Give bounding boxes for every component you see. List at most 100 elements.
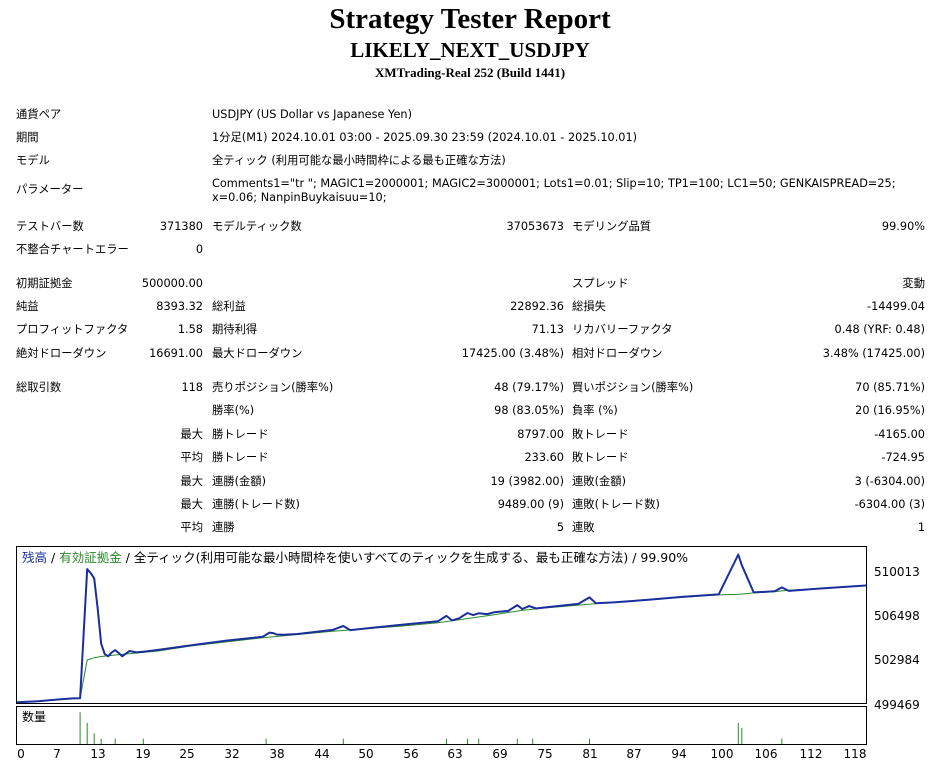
largest-prefix: 最大	[180, 428, 203, 441]
recovery-factor-value: 0.48 (YRF: 0.48)	[834, 323, 925, 336]
average-prefix: 平均	[180, 451, 203, 464]
initial-deposit-value: 500000.00	[141, 277, 203, 290]
test-bars-value: 371380	[159, 220, 203, 233]
x-tick-label: 94	[671, 747, 687, 761]
relative-drawdown-value: 3.48% (17425.00)	[822, 347, 925, 360]
x-tick-label: 69	[492, 747, 508, 761]
x-tick-label: 81	[582, 747, 598, 761]
x-tick-label: 75	[537, 747, 553, 761]
largest-loss-label: 敗トレード	[572, 428, 629, 441]
parameters-value: Comments1="tr "; MAGIC1=2000001; MAGIC2=…	[212, 177, 896, 204]
account-server: XMTrading-Real 252 (Build 1441)	[374, 65, 566, 80]
symbol-value: USDJPY (US Dollar vs Japanese Yen)	[212, 108, 412, 121]
volume-chart-frame	[16, 706, 867, 745]
y-tick-label: 510013	[874, 565, 920, 579]
largest-profit-label: 勝トレード	[212, 428, 269, 441]
x-tick-label: 56	[403, 747, 419, 761]
average-consecutive-losses-value: 1	[917, 521, 925, 534]
recovery-factor-label: リカバリーファクタ	[572, 323, 673, 336]
gross-profit-value: 22892.36	[510, 300, 564, 313]
gross-loss-label: 総損失	[572, 300, 606, 313]
net-profit-label: 純益	[16, 300, 39, 313]
y-tick-label: 502984	[874, 653, 920, 667]
loss-trades-value: 20 (16.95%)	[855, 404, 925, 417]
x-tick-label: 44	[314, 747, 330, 761]
average-profit-label: 勝トレード	[212, 451, 269, 464]
relative-drawdown-label: 相対ドローダウン	[572, 347, 663, 360]
period-value: 1分足(M1) 2024.10.01 03:00 - 2025.09.30 23…	[212, 131, 638, 144]
balance-chart-frame	[16, 546, 867, 704]
x-tick-label: 118	[843, 747, 867, 761]
x-tick-label: 25	[179, 747, 195, 761]
symbol-label: 通貨ペア	[16, 108, 62, 121]
average-consecutive-prefix: 平均	[180, 521, 203, 534]
max-consecutive-losses-value: 3 (-6304.00)	[854, 475, 925, 488]
x-tick-label: 7	[53, 747, 61, 761]
largest-loss-value: -4165.00	[874, 428, 925, 441]
equity-line	[16, 585, 867, 703]
modeling-quality-value: 99.90%	[881, 220, 925, 233]
short-positions-label: 売りポジション(勝率%)	[212, 381, 334, 394]
x-tick-label: 87	[626, 747, 642, 761]
parameters-label: パラメーター	[16, 183, 84, 196]
x-tick-label: 13	[90, 747, 106, 761]
total-trades-value: 118	[181, 381, 203, 394]
test-bars-label: テストバー数	[16, 220, 84, 233]
total-trades-label: 総取引数	[16, 381, 62, 394]
x-tick-label: 50	[358, 747, 374, 761]
legend-description: / 全ティック(利用可能な最小時間枠を使いすべてのティックを生成する、最も正確な…	[121, 550, 689, 565]
x-tick-label: 106	[754, 747, 778, 761]
model-value: 全ティック (利用可能な最小時間枠による最も正確な方法)	[212, 154, 506, 167]
x-tick-label: 100	[710, 747, 734, 761]
long-positions-value: 70 (85.71%)	[855, 381, 925, 394]
legend-separator: /	[47, 550, 60, 565]
y-tick-label: 506498	[874, 609, 920, 623]
profit-factor-label: プロフィットファクタ	[16, 323, 129, 336]
net-profit-value: 8393.32	[156, 300, 203, 313]
model-ticks-value: 37053673	[506, 220, 565, 233]
max-consecutive-losses-label: 連敗(金額)	[572, 475, 627, 488]
average-consecutive-wins-value: 5	[556, 521, 564, 534]
mismatch-errors-label: 不整合チャートエラー	[16, 243, 129, 256]
max-consecutive-wins-value: 19 (3982.00)	[490, 475, 565, 488]
average-profit-value: 233.60	[524, 451, 564, 464]
model-ticks-label: モデルティック数	[212, 220, 302, 233]
maximal-drawdown-label: 最大ドローダウン	[212, 347, 303, 360]
x-tick-label: 63	[447, 747, 463, 761]
long-positions-label: 買いポジション(勝率%)	[572, 381, 694, 394]
gross-profit-label: 総利益	[212, 300, 246, 313]
x-tick-label: 38	[269, 747, 285, 761]
initial-deposit-label: 初期証拠金	[16, 277, 73, 290]
maximal-consecutive-profit-value: 9489.00 (9)	[497, 498, 564, 511]
absolute-drawdown-value: 16691.00	[149, 347, 203, 360]
max-consecutive-wins-label: 連勝(金額)	[212, 475, 267, 488]
profit-trades-label: 勝率(%)	[212, 404, 255, 417]
average-loss-value: -724.95	[881, 451, 925, 464]
gross-loss-value: -14499.04	[867, 300, 925, 313]
x-tick-label: 32	[224, 747, 240, 761]
y-tick-label: 499469	[874, 698, 920, 712]
chart-legend: 残高 / 有効証拠金 / 全ティック(利用可能な最小時間枠を使いすべてのティック…	[22, 550, 688, 566]
profit-factor-value: 1.58	[177, 323, 203, 336]
absolute-drawdown-label: 絶対ドローダウン	[16, 347, 107, 360]
mismatch-errors-value: 0	[195, 243, 203, 256]
loss-trades-label: 負率 (%)	[572, 404, 618, 417]
average-consecutive-losses-label: 連敗	[572, 521, 595, 534]
model-label: モデル	[16, 154, 50, 167]
maximal-consecutive-profit-label: 連勝(トレード数)	[212, 498, 300, 511]
maximal-consecutive-loss-label: 連敗(トレード数)	[572, 498, 660, 511]
profit-trades-value: 98 (83.05%)	[494, 404, 564, 417]
report-title: Strategy Tester Report	[329, 3, 611, 35]
maximal-consecutive-loss-value: -6304.00 (3)	[854, 498, 925, 511]
period-label: 期間	[16, 131, 39, 144]
x-tick-label: 112	[799, 747, 823, 761]
maximal-drawdown-value: 17425.00 (3.48%)	[461, 347, 564, 360]
x-tick-label: 0	[17, 747, 25, 761]
short-positions-value: 48 (79.17%)	[494, 381, 564, 394]
volume-label: 数量	[22, 710, 47, 724]
legend-balance: 残高	[22, 550, 48, 565]
expected-payoff-value: 71.13	[531, 323, 564, 336]
modeling-quality-label: モデリング品質	[572, 220, 652, 233]
average-loss-label: 敗トレード	[572, 451, 629, 464]
